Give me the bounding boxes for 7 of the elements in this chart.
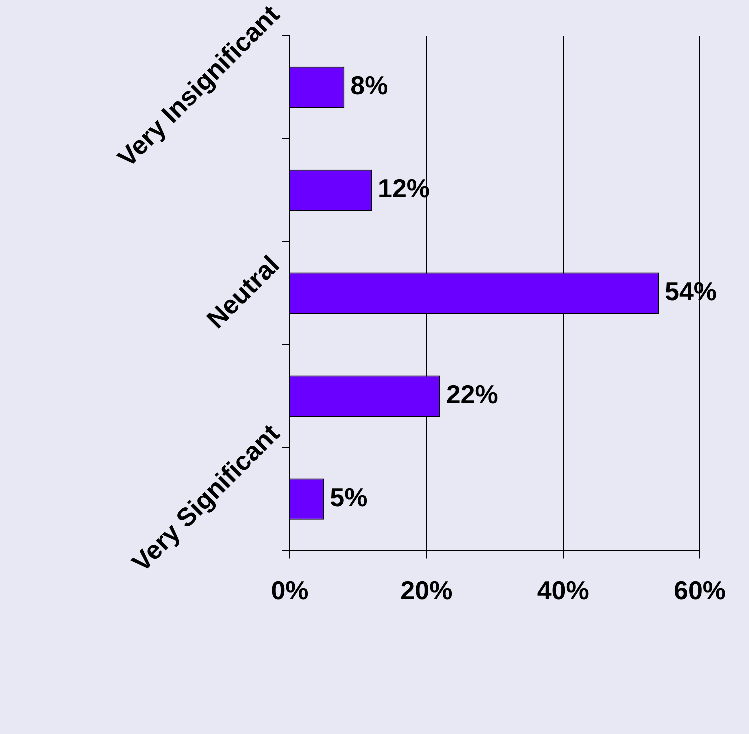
x-tick-label: 60% xyxy=(674,576,726,606)
data-label: 5% xyxy=(330,482,368,512)
data-label: 22% xyxy=(446,380,498,410)
data-label: 8% xyxy=(350,70,388,101)
x-tick-label: 20% xyxy=(400,576,453,606)
x-tick-label: 0% xyxy=(271,576,309,606)
x-tick-label: 40% xyxy=(537,576,590,606)
